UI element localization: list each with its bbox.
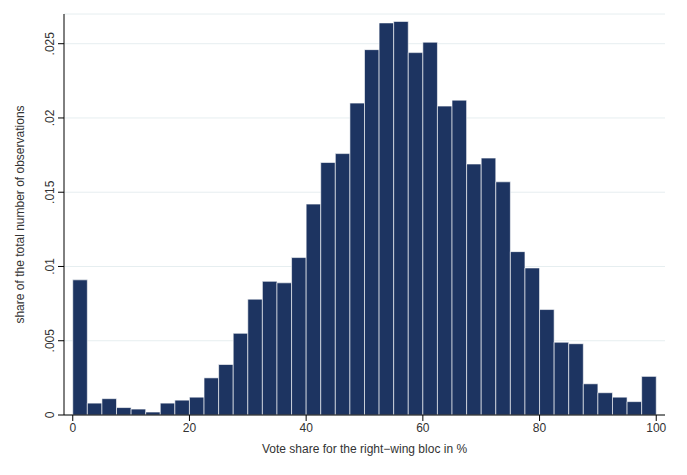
svg-text:60: 60 [416, 421, 430, 435]
svg-text:share of the total number of o: share of the total number of observation… [13, 105, 27, 323]
svg-text:0: 0 [43, 411, 57, 418]
svg-text:20: 20 [183, 421, 197, 435]
svg-text:.015: .015 [43, 180, 57, 204]
svg-text:.02: .02 [43, 109, 57, 126]
svg-text:40: 40 [299, 421, 313, 435]
svg-text:0: 0 [69, 421, 76, 435]
svg-text:80: 80 [533, 421, 547, 435]
svg-text:.025: .025 [43, 32, 57, 56]
svg-text:.005: .005 [43, 329, 57, 353]
svg-text:Vote share for the right−wing: Vote share for the right−wing bloc in % [262, 442, 467, 456]
svg-text:.01: .01 [43, 258, 57, 275]
svg-text:100: 100 [646, 421, 666, 435]
